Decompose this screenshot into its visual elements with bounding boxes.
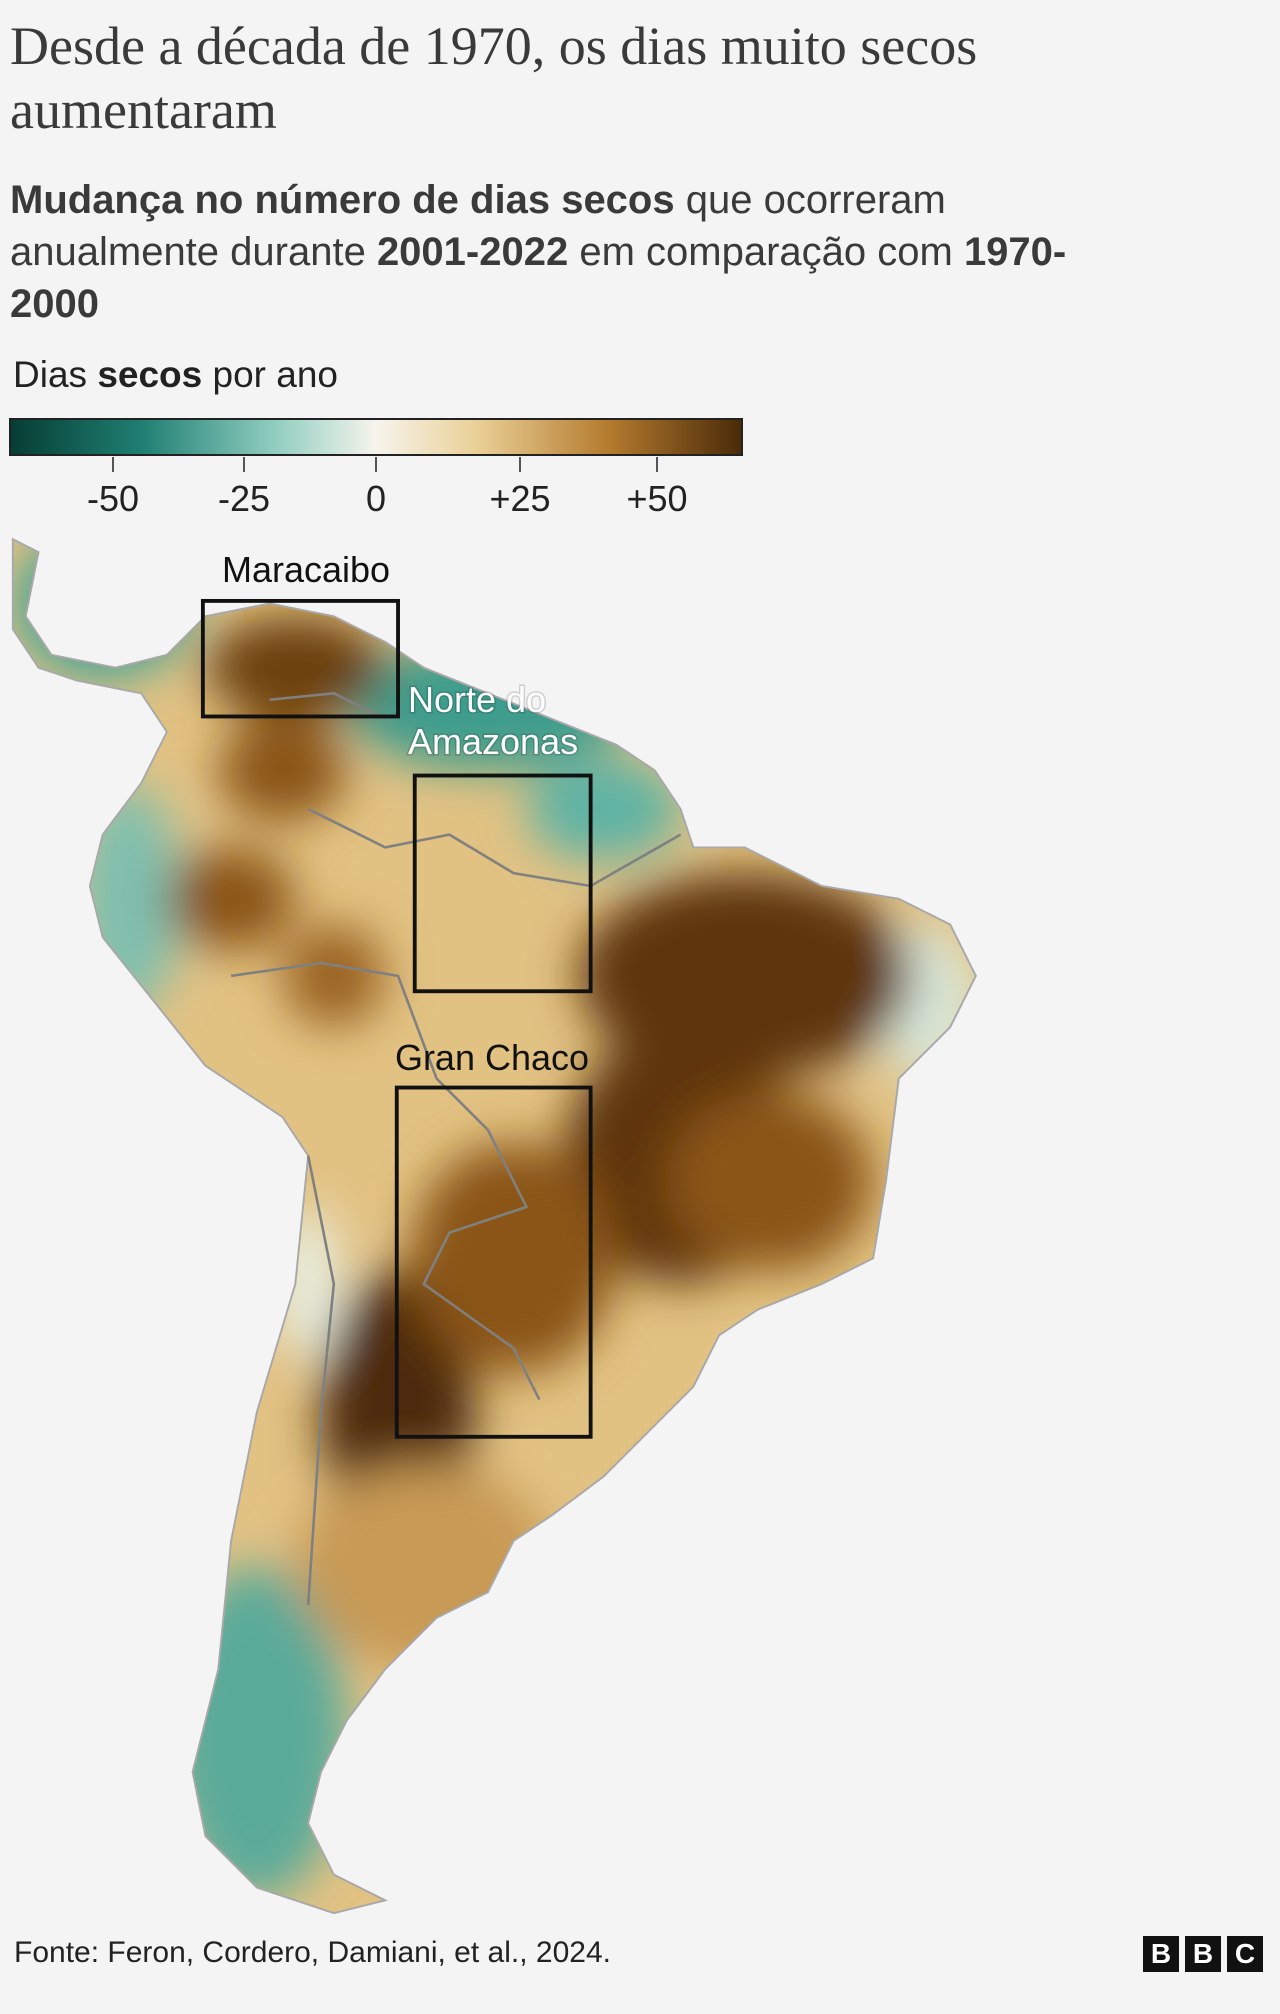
logo-letter: B xyxy=(1143,1936,1179,1972)
region-label: Maracaibo xyxy=(222,549,390,590)
colorbar xyxy=(9,418,743,456)
text-segment: 1970-2000 xyxy=(10,230,1067,326)
region-box xyxy=(200,598,400,719)
tick-label: +50 xyxy=(626,478,687,519)
region-label: Norte do Amazonas xyxy=(408,679,578,762)
tick-label: +25 xyxy=(489,478,550,519)
legend-title: Dias secos por ano xyxy=(13,354,338,396)
text-segment: secos xyxy=(97,354,203,395)
subtitle: Mudança no número de dias secos que ocor… xyxy=(10,174,1120,330)
text-segment: 2001-2022 xyxy=(376,230,569,274)
logo: B B C xyxy=(1143,1936,1263,1972)
map-figure: -50 -25 0 +25 +50 xyxy=(9,418,977,1915)
tick-label: 0 xyxy=(366,478,386,519)
text-segment: por ano xyxy=(202,354,339,395)
text-segment: que ocorreram anualmente durante xyxy=(10,178,946,274)
logo-letter: C xyxy=(1227,1936,1263,1972)
text-segment: Mudança no número de dias secos xyxy=(10,178,675,222)
region-label: Gran Chaco xyxy=(395,1037,589,1078)
region-box xyxy=(394,1085,593,1439)
source: Fonte: Feron, Cordero, Damiani, et al., … xyxy=(14,1936,611,1969)
tick-label: -50 xyxy=(87,478,139,519)
title: Desde a década de 1970, os dias muito se… xyxy=(10,16,978,140)
logo-letter: B xyxy=(1185,1936,1221,1972)
text-segment: em comparação com xyxy=(568,230,964,274)
region-box xyxy=(412,773,593,994)
text-segment: Dias xyxy=(13,354,98,395)
tick-label: -25 xyxy=(218,478,270,519)
